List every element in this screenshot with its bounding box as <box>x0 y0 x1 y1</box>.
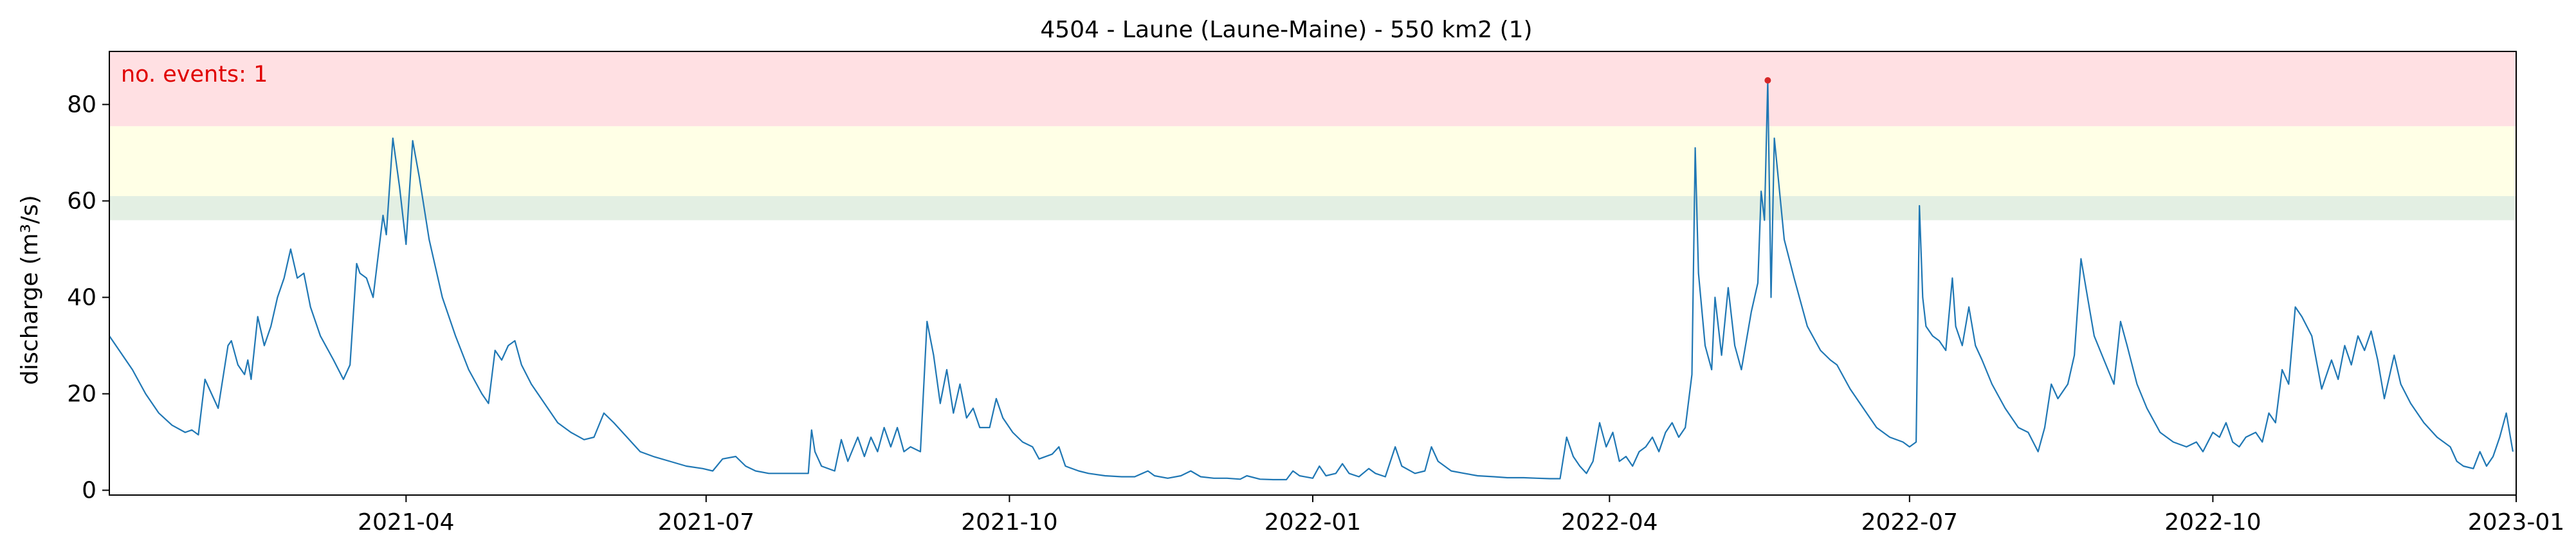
x-axis-ticks: 2021-04 2021-07 2021-10 2022-01 2022-04 2022-… <box>358 495 2564 536</box>
threshold-band <box>109 196 2516 221</box>
x-tick-label: 2021-07 <box>658 509 754 536</box>
x-tick-label: 2021-04 <box>358 509 454 536</box>
x-tick-label: 2022-10 <box>2164 509 2261 536</box>
y-axis-ticks: 0 20 40 60 80 <box>67 92 109 504</box>
x-tick-label: 2021-10 <box>961 509 1057 536</box>
chart-title: 4504 - Laune (Laune-Maine) - 550 km2 (1) <box>1040 17 1532 43</box>
y-tick-label: 0 <box>82 478 96 504</box>
x-tick-label: 2022-01 <box>1265 509 1361 536</box>
x-tick-label: 2022-04 <box>1561 509 1658 536</box>
y-axis-label: discharge (m³/s) <box>17 195 43 384</box>
y-tick-label: 40 <box>67 285 96 311</box>
discharge-series-line <box>109 79 2514 481</box>
threshold-bands <box>109 51 2516 221</box>
threshold-band <box>109 126 2516 196</box>
x-tick-label: 2022-07 <box>1861 509 1958 536</box>
event-count-annotation: no. events: 1 <box>121 62 268 87</box>
x-tick-label: 2023-01 <box>2468 509 2564 536</box>
y-tick-label: 60 <box>67 188 96 215</box>
threshold-band <box>109 51 2516 127</box>
y-tick-label: 80 <box>67 92 96 118</box>
y-tick-label: 20 <box>67 381 96 408</box>
event-marker <box>1764 77 1771 84</box>
